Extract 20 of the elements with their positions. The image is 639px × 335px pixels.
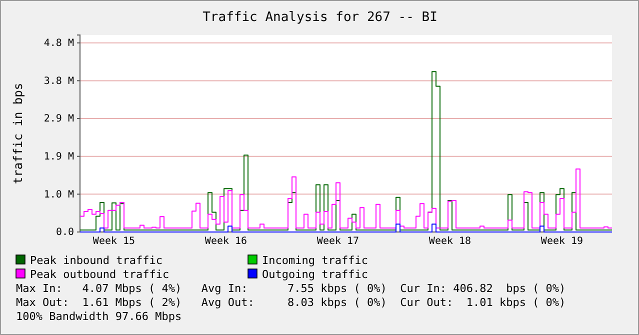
legend-label: Incoming traffic: [262, 254, 368, 267]
y-tick-label: 0.0: [56, 227, 74, 238]
legend-label: Outgoing traffic: [262, 268, 368, 281]
legend-label: Peak outbound traffic: [30, 268, 170, 281]
legend-label: Peak inbound traffic: [30, 254, 162, 267]
y-tick-label: 2.9 M: [44, 114, 74, 125]
x-tick-label: Week 18: [428, 236, 472, 248]
y-axis-title: traffic in bps: [11, 82, 25, 184]
y-tick-label: 3.8 M: [44, 76, 74, 87]
x-tick-label: Week 17: [316, 236, 360, 248]
x-tick-label: Week 15: [92, 236, 136, 248]
text: Max Out: 1.61 Mbps ( 2%) Avg Out: 8.03 kbps ( 0%) Cur Out: 1.01 kbps ( 0%): [16, 296, 566, 309]
x-tick-label: Week 16: [204, 236, 248, 248]
y-tick-label: 1.9 M: [44, 152, 74, 163]
chart-title: Traffic Analysis for 267 -- BI: [202, 10, 438, 25]
y-tick-label: 1.0 M: [44, 189, 74, 200]
text: 100% Bandwidth 97.66 Mbps: [16, 310, 182, 323]
x-tick-label: Week 19: [540, 236, 584, 248]
text: Max In: 4.07 Mbps ( 4%) Avg In: 7.55 kbps ( 0%) Cur In: 406.82 bps ( 0%): [16, 282, 566, 295]
y-tick-label: 4.8 M: [44, 38, 74, 50]
